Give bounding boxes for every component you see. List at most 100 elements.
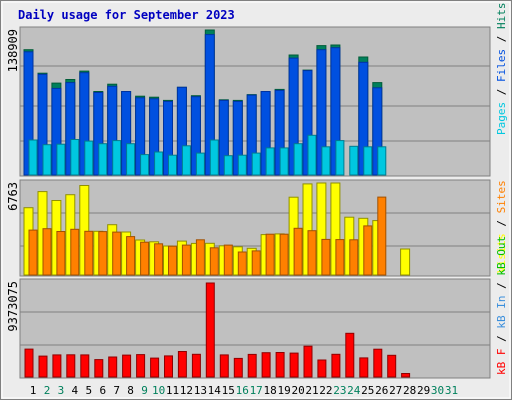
bar-kbytes: [66, 354, 76, 378]
x-tick-label: 26: [375, 384, 388, 397]
bar-kbytes: [345, 332, 355, 378]
bar-pages: [279, 147, 289, 176]
x-tick-label: 18: [263, 384, 276, 397]
bar-sites: [377, 196, 387, 276]
bar-kbytes: [108, 356, 118, 378]
x-tick-label: 30: [431, 384, 444, 397]
bar-kbytes: [122, 354, 132, 378]
bar-pages: [265, 147, 275, 176]
bar-kbytes: [303, 345, 313, 378]
bar-sites: [168, 245, 177, 276]
bar-sites: [70, 228, 80, 276]
bar-kbytes: [94, 359, 104, 378]
bar-kbytes: [373, 348, 383, 378]
x-tick-label: 28: [403, 384, 416, 397]
bar-pages: [168, 154, 177, 176]
bar-kbytes: [261, 352, 271, 378]
bar-sites: [195, 239, 205, 276]
x-tick-label: 16: [236, 384, 249, 397]
x-tick-label: 22: [319, 384, 332, 397]
bar-pages: [377, 146, 387, 176]
bar-pages: [42, 144, 52, 176]
y-max-label-hits: 138909: [6, 29, 20, 72]
x-tick-label: 31: [445, 384, 458, 397]
bar-sites: [265, 233, 275, 276]
legend-item: Sites: [495, 180, 508, 213]
bar-sites: [307, 230, 317, 276]
legend-separator: /: [495, 82, 508, 102]
bar-kbytes: [191, 353, 201, 378]
bar-pages: [126, 143, 136, 176]
x-tick-label: 17: [250, 384, 263, 397]
bar-pages: [98, 143, 108, 176]
x-tick-label: 23: [333, 384, 346, 397]
x-tick-label: 5: [85, 384, 92, 397]
bar-kbytes: [359, 357, 369, 378]
bar-pages: [70, 139, 80, 176]
bar-kbytes: [205, 282, 215, 378]
x-tick-label: 10: [152, 384, 165, 397]
bar-kbytes: [219, 354, 229, 378]
bar-pages: [237, 154, 247, 176]
bar-sites: [349, 239, 359, 276]
bar-kbytes: [164, 355, 173, 378]
bar-kbytes: [387, 354, 397, 378]
x-tick-label: 20: [291, 384, 304, 397]
bar-sites: [84, 230, 94, 276]
x-tick-label: 27: [389, 384, 402, 397]
bar-kbytes: [177, 351, 187, 378]
bar-files: [246, 94, 257, 176]
bar-pages: [195, 152, 205, 176]
x-tick-label: 7: [113, 384, 120, 397]
legend-item: Hits: [495, 3, 508, 30]
y-max-label-kbytes: 9373075: [6, 281, 20, 332]
bar-pages: [349, 145, 359, 176]
legend-item: Files: [495, 49, 508, 82]
bar-kbytes: [150, 357, 160, 378]
legend-text: Pages / Files / Hits: [495, 3, 508, 136]
x-tick-label: 14: [208, 384, 222, 397]
bar-kbytes: [24, 348, 34, 378]
legend-item: Visits: [495, 233, 508, 273]
bar-kbytes: [38, 355, 48, 378]
bar-kbytes: [233, 357, 243, 378]
y-max-label-visits: 6763: [6, 182, 20, 211]
legend-item: kB F: [495, 349, 508, 376]
legend-separator: /: [495, 276, 508, 296]
bar-sites: [154, 243, 164, 276]
bar-pages: [84, 140, 94, 176]
bar-sites: [293, 227, 303, 276]
legend: kB F / kB In / kB Out: [495, 236, 508, 375]
x-axis-labels: 1 2 3 4 5 6 7 8 9 10 11 12 13 14 15 16 17 18 19 20 21 22 23 24 2…: [30, 384, 458, 397]
legend-separator: /: [495, 213, 508, 233]
bar-files: [121, 91, 132, 176]
legend-text: kB F / kB In / kB Out: [495, 236, 508, 375]
legend-item: kB In: [495, 296, 508, 329]
x-tick-label: 19: [277, 384, 290, 397]
legend: Pages / Files / Hits: [495, 3, 508, 136]
bar-sites: [237, 251, 247, 276]
bar-sites: [223, 244, 233, 276]
x-tick-label: 15: [222, 384, 235, 397]
bar-sites: [98, 231, 108, 276]
bar-pages: [307, 134, 317, 176]
bar-kbytes: [136, 354, 146, 378]
x-tick-label: 24: [347, 384, 361, 397]
bar-pages: [223, 155, 233, 176]
bar-sites: [56, 231, 66, 276]
x-tick-label: 3: [58, 384, 65, 397]
bar-sites: [363, 225, 373, 276]
bar-pages: [251, 152, 261, 176]
bar-kbytes: [317, 359, 327, 378]
bar-kbytes: [247, 353, 257, 378]
bar-sites: [140, 241, 150, 276]
bar-sites: [279, 233, 289, 276]
bar-pages: [140, 154, 150, 176]
bar-pages: [321, 146, 331, 176]
x-tick-label: 9: [141, 384, 148, 397]
bar-pages: [335, 140, 345, 176]
bar-kbytes: [52, 354, 62, 378]
bar-sites: [126, 236, 136, 276]
